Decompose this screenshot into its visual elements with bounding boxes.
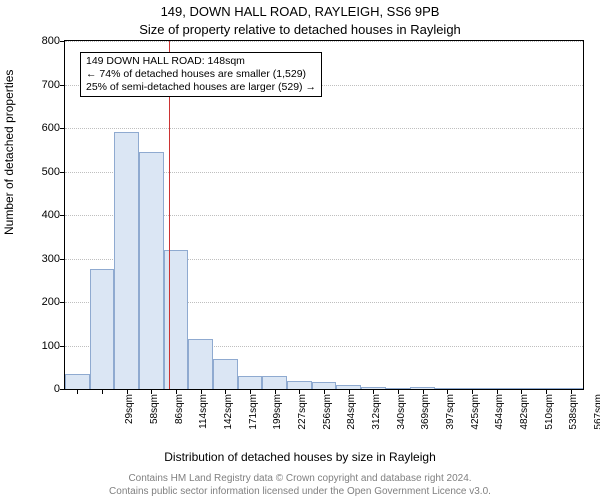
x-tick-mark xyxy=(127,389,128,394)
histogram-bar xyxy=(287,381,312,389)
x-tick-mark xyxy=(102,389,103,394)
x-tick-label: 425sqm xyxy=(470,394,481,444)
histogram-bar xyxy=(114,132,139,389)
y-tick-mark xyxy=(60,172,65,173)
y-tick-mark xyxy=(60,128,65,129)
x-tick-label: 227sqm xyxy=(297,394,308,444)
gridline xyxy=(65,128,583,129)
x-tick-label: 340sqm xyxy=(396,394,407,444)
x-tick-mark xyxy=(225,389,226,394)
x-tick-label: 171sqm xyxy=(248,394,259,444)
y-tick-label: 800 xyxy=(30,35,60,47)
x-tick-label: 256sqm xyxy=(322,394,333,444)
x-tick-label: 114sqm xyxy=(198,394,209,444)
y-tick-mark xyxy=(60,41,65,42)
y-tick-mark xyxy=(60,302,65,303)
x-tick-label: 369sqm xyxy=(420,394,431,444)
y-axis-label: Number of detached properties xyxy=(2,70,16,235)
footer-copyright-1: Contains HM Land Registry data © Crown c… xyxy=(0,473,600,484)
y-tick-label: 300 xyxy=(30,253,60,265)
y-tick-label: 700 xyxy=(30,79,60,91)
histogram-bar xyxy=(65,374,90,389)
x-tick-mark xyxy=(497,389,498,394)
x-tick-label: 567sqm xyxy=(593,394,600,444)
y-tick-label: 500 xyxy=(30,166,60,178)
x-tick-label: 142sqm xyxy=(223,394,234,444)
y-tick-mark xyxy=(60,259,65,260)
x-axis-label: Distribution of detached houses by size … xyxy=(0,450,600,464)
y-tick-mark xyxy=(60,346,65,347)
x-tick-label: 312sqm xyxy=(371,394,382,444)
x-tick-mark xyxy=(521,389,522,394)
x-tick-label: 538sqm xyxy=(568,394,579,444)
x-tick-label: 397sqm xyxy=(445,394,456,444)
x-tick-label: 86sqm xyxy=(174,394,185,444)
x-tick-label: 199sqm xyxy=(272,394,283,444)
x-tick-mark xyxy=(201,389,202,394)
x-tick-mark xyxy=(324,389,325,394)
annotation-box: 149 DOWN HALL ROAD: 148sqm ← 74% of deta… xyxy=(80,52,322,97)
x-tick-mark xyxy=(299,389,300,394)
gridline xyxy=(65,41,583,42)
x-tick-mark xyxy=(275,389,276,394)
x-tick-mark xyxy=(373,389,374,394)
annotation-line-1: 149 DOWN HALL ROAD: 148sqm xyxy=(86,55,316,68)
histogram-bar xyxy=(164,250,189,389)
y-tick-mark xyxy=(60,85,65,86)
y-tick-label: 400 xyxy=(30,209,60,221)
x-tick-mark xyxy=(423,389,424,394)
y-tick-label: 600 xyxy=(30,122,60,134)
x-tick-mark xyxy=(398,389,399,394)
histogram-bar xyxy=(262,376,287,389)
x-tick-label: 284sqm xyxy=(346,394,357,444)
x-tick-mark xyxy=(472,389,473,394)
y-tick-mark xyxy=(60,389,65,390)
chart-subtitle: Size of property relative to detached ho… xyxy=(0,22,600,37)
annotation-line-3: 25% of semi-detached houses are larger (… xyxy=(86,81,316,94)
annotation-line-2: ← 74% of detached houses are smaller (1,… xyxy=(86,68,316,81)
x-tick-mark xyxy=(447,389,448,394)
y-tick-label: 100 xyxy=(30,340,60,352)
histogram-bar xyxy=(90,269,115,389)
x-tick-mark xyxy=(151,389,152,394)
x-tick-mark xyxy=(571,389,572,394)
histogram-bar xyxy=(238,376,263,389)
x-tick-label: 482sqm xyxy=(519,394,530,444)
footer-copyright-2: Contains public sector information licen… xyxy=(0,486,600,497)
y-tick-mark xyxy=(60,215,65,216)
x-tick-label: 58sqm xyxy=(149,394,160,444)
chart-title-address: 149, DOWN HALL ROAD, RAYLEIGH, SS6 9PB xyxy=(0,4,600,19)
histogram-bar xyxy=(213,359,238,389)
histogram-bar xyxy=(188,339,213,389)
x-tick-mark xyxy=(349,389,350,394)
x-tick-label: 29sqm xyxy=(124,394,135,444)
x-tick-label: 454sqm xyxy=(494,394,505,444)
x-tick-mark xyxy=(250,389,251,394)
y-tick-label: 200 xyxy=(30,296,60,308)
x-tick-mark xyxy=(77,389,78,394)
chart-container: { "chart": { "type": "histogram", "title… xyxy=(0,0,600,500)
histogram-bar xyxy=(139,152,164,389)
x-tick-mark xyxy=(176,389,177,394)
x-tick-label: 510sqm xyxy=(544,394,555,444)
y-tick-label: 0 xyxy=(30,383,60,395)
x-tick-mark xyxy=(546,389,547,394)
